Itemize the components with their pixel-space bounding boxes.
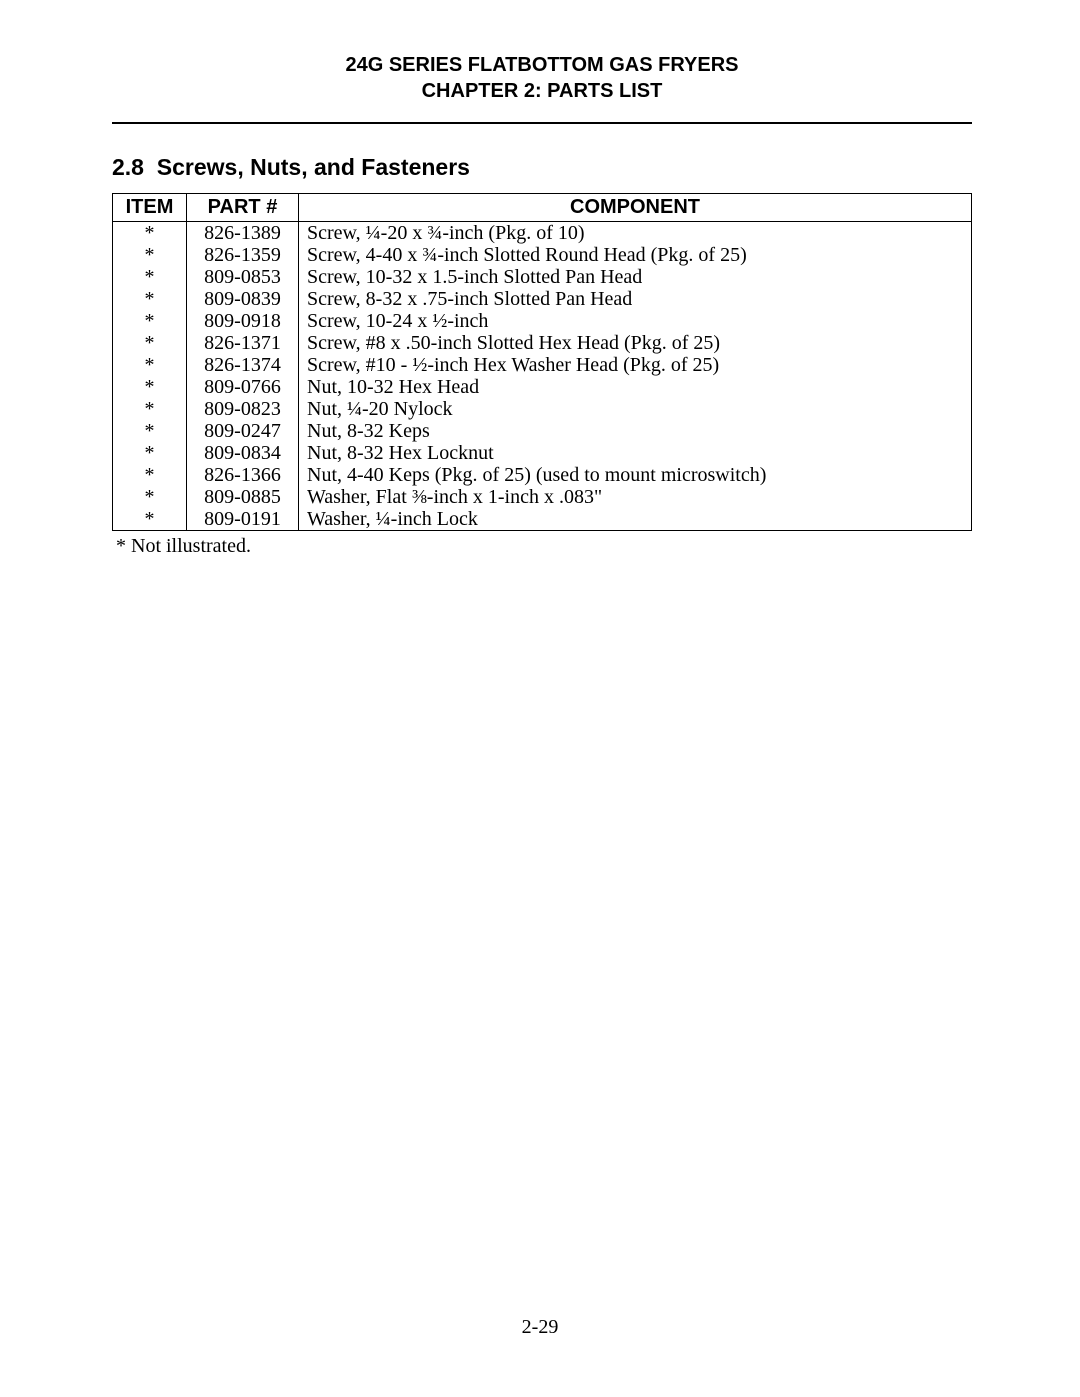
table-row: *826-1366Nut, 4-40 Keps (Pkg. of 25) (us… — [113, 464, 972, 486]
cell-component: Nut, 4-40 Keps (Pkg. of 25) (used to mou… — [299, 464, 972, 486]
table-row: *826-1371Screw, #8 x .50-inch Slotted He… — [113, 332, 972, 354]
cell-component: Screw, 8-32 x .75-inch Slotted Pan Head — [299, 288, 972, 310]
table-row: *809-0247Nut, 8-32 Keps — [113, 420, 972, 442]
cell-part: 809-0247 — [187, 420, 299, 442]
table-row: *809-0918Screw, 10-24 x ½-inch — [113, 310, 972, 332]
header-rule — [112, 122, 972, 124]
cell-part: 826-1374 — [187, 354, 299, 376]
table-row: *809-0853Screw, 10-32 x 1.5-inch Slotted… — [113, 266, 972, 288]
col-header-item: ITEM — [113, 194, 187, 222]
cell-component: Screw, #10 - ½-inch Hex Washer Head (Pkg… — [299, 354, 972, 376]
cell-part: 809-0823 — [187, 398, 299, 420]
table-row: *809-0823Nut, ¼-20 Nylock — [113, 398, 972, 420]
cell-item: * — [113, 508, 187, 531]
parts-table: ITEM PART # COMPONENT *826-1389Screw, ¼-… — [112, 193, 972, 531]
cell-component: Nut, 8-32 Keps — [299, 420, 972, 442]
cell-item: * — [113, 332, 187, 354]
cell-item: * — [113, 310, 187, 332]
page-header: 24G SERIES FLATBOTTOM GAS FRYERS CHAPTER… — [112, 52, 972, 104]
cell-component: Screw, 4-40 x ¾-inch Slotted Round Head … — [299, 244, 972, 266]
cell-item: * — [113, 376, 187, 398]
cell-part: 826-1359 — [187, 244, 299, 266]
table-row: *809-0885Washer, Flat ⅜-inch x 1-inch x … — [113, 486, 972, 508]
header-line-1: 24G SERIES FLATBOTTOM GAS FRYERS — [112, 52, 972, 78]
cell-item: * — [113, 442, 187, 464]
cell-item: * — [113, 420, 187, 442]
cell-part: 826-1389 — [187, 222, 299, 245]
cell-component: Washer, Flat ⅜-inch x 1-inch x .083" — [299, 486, 972, 508]
table-row: *826-1389Screw, ¼-20 x ¾-inch (Pkg. of 1… — [113, 222, 972, 245]
table-row: *809-0834Nut, 8-32 Hex Locknut — [113, 442, 972, 464]
table-row: *826-1359Screw, 4-40 x ¾-inch Slotted Ro… — [113, 244, 972, 266]
footnote: * Not illustrated. — [112, 535, 972, 558]
table-row: *826-1374Screw, #10 - ½-inch Hex Washer … — [113, 354, 972, 376]
page-number: 2-29 — [0, 1316, 1080, 1339]
section-heading: 2.8 Screws, Nuts, and Fasteners — [112, 154, 972, 181]
cell-item: * — [113, 222, 187, 245]
cell-part: 809-0839 — [187, 288, 299, 310]
table-row: *809-0766Nut, 10-32 Hex Head — [113, 376, 972, 398]
cell-component: Screw, 10-24 x ½-inch — [299, 310, 972, 332]
table-header-row: ITEM PART # COMPONENT — [113, 194, 972, 222]
cell-component: Nut, 10-32 Hex Head — [299, 376, 972, 398]
cell-item: * — [113, 486, 187, 508]
cell-part: 809-0885 — [187, 486, 299, 508]
cell-item: * — [113, 266, 187, 288]
cell-item: * — [113, 288, 187, 310]
cell-component: Washer, ¼-inch Lock — [299, 508, 972, 531]
cell-component: Nut, 8-32 Hex Locknut — [299, 442, 972, 464]
section-title: Screws, Nuts, and Fasteners — [157, 154, 470, 180]
col-header-component: COMPONENT — [299, 194, 972, 222]
section-number: 2.8 — [112, 154, 144, 180]
cell-part: 809-0191 — [187, 508, 299, 531]
cell-part: 809-0853 — [187, 266, 299, 288]
cell-part: 809-0766 — [187, 376, 299, 398]
cell-item: * — [113, 354, 187, 376]
page: 24G SERIES FLATBOTTOM GAS FRYERS CHAPTER… — [0, 0, 1080, 558]
cell-component: Screw, #8 x .50-inch Slotted Hex Head (P… — [299, 332, 972, 354]
cell-component: Screw, ¼-20 x ¾-inch (Pkg. of 10) — [299, 222, 972, 245]
cell-item: * — [113, 464, 187, 486]
cell-item: * — [113, 398, 187, 420]
cell-part: 809-0918 — [187, 310, 299, 332]
cell-item: * — [113, 244, 187, 266]
cell-part: 809-0834 — [187, 442, 299, 464]
table-row: *809-0191Washer, ¼-inch Lock — [113, 508, 972, 531]
header-line-2: CHAPTER 2: PARTS LIST — [112, 78, 972, 104]
cell-component: Screw, 10-32 x 1.5-inch Slotted Pan Head — [299, 266, 972, 288]
table-row: *809-0839Screw, 8-32 x .75-inch Slotted … — [113, 288, 972, 310]
cell-part: 826-1371 — [187, 332, 299, 354]
cell-component: Nut, ¼-20 Nylock — [299, 398, 972, 420]
col-header-part: PART # — [187, 194, 299, 222]
cell-part: 826-1366 — [187, 464, 299, 486]
